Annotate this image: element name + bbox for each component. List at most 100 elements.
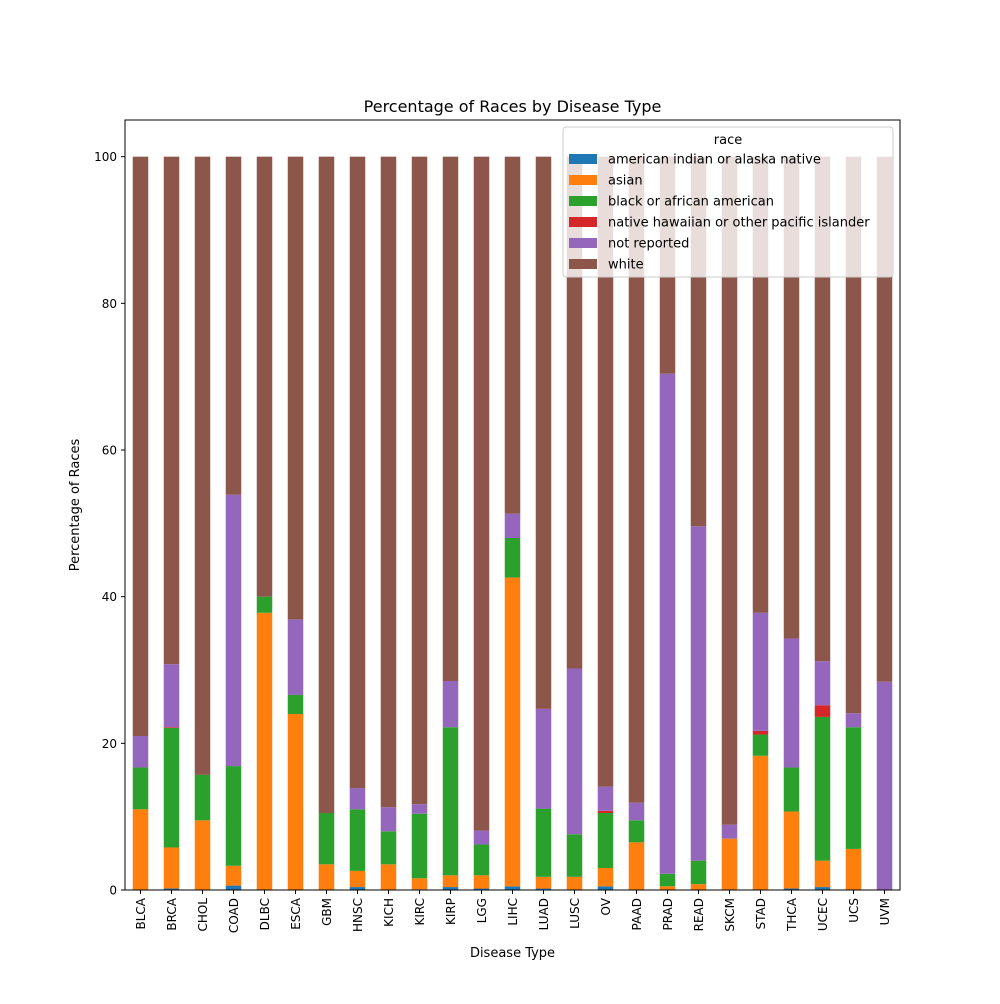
bar-kirp-american-indian-or-alaska-native [442, 887, 459, 890]
bar-read-not-reported [690, 526, 707, 861]
x-tick-label-uvm: UVM [878, 898, 892, 925]
y-tick-label-80: 80 [102, 297, 117, 311]
bar-thca-not-reported [783, 638, 800, 768]
bar-kirc-not-reported [411, 804, 428, 814]
bar-chol-white [194, 156, 211, 775]
bar-paad-asian [628, 842, 645, 890]
bar-lihc-black-or-african-american [504, 538, 521, 578]
bar-dlbc-white [256, 156, 273, 597]
x-tick-label-paad: PAAD [630, 898, 644, 930]
bar-ov-asian [597, 868, 614, 887]
bar-lihc-american-indian-or-alaska-native [504, 886, 521, 890]
bar-luad-american-indian-or-alaska-native [535, 888, 552, 890]
x-tick-label-brca: BRCA [165, 897, 179, 930]
bar-stad-native-hawaiian-or-other-pacific-islander [752, 730, 769, 735]
bar-gbm-white [318, 156, 335, 813]
bar-paad-not-reported [628, 802, 645, 821]
x-tick-label-kirc: KIRC [413, 898, 427, 926]
bar-coad-not-reported [225, 494, 242, 767]
legend: race american indian or alaska native asi… [562, 126, 894, 278]
bar-ucs-not-reported [845, 713, 862, 728]
x-tick-label-prad: PRAD [661, 898, 675, 931]
y-tick-label-0: 0 [109, 884, 117, 898]
x-tick-label-gbm: GBM [320, 898, 334, 926]
chart-title: Percentage of Races by Disease Type [364, 97, 662, 116]
legend-swatch-not-reported [569, 238, 597, 248]
x-tick-label-hnsc: HNSC [351, 898, 365, 932]
x-tick-label-blca: BLCA [134, 897, 148, 929]
bar-lgg-asian [473, 875, 490, 889]
x-tick-label-lusc: LUSC [568, 898, 582, 929]
legend-label-white: white [608, 258, 644, 273]
bar-esca-asian [287, 714, 304, 890]
bar-stad-black-or-african-american [752, 734, 769, 756]
x-tick-label-thca: THCA [785, 897, 799, 932]
x-tick-label-ucec: UCEC [816, 898, 830, 931]
x-tick-label-stad: STAD [754, 898, 768, 929]
bar-ucec-white [814, 156, 831, 662]
bar-ucs-white [845, 156, 862, 714]
bar-read-asian [690, 884, 707, 890]
bar-chol-asian [194, 820, 211, 890]
bar-ucec-black-or-african-american [814, 716, 831, 861]
bar-lihc-asian [504, 577, 521, 887]
x-tick-label-skcm: SKCM [723, 898, 737, 932]
bar-thca-american-indian-or-alaska-native [783, 888, 800, 890]
legend-swatch-native-hawaiian-or-other-pacific-islander [569, 217, 597, 227]
bar-kirc-asian [411, 878, 428, 890]
bar-paad-white [628, 156, 645, 803]
x-axis-label: Disease Type [470, 946, 555, 961]
x-axis-ticks: BLCA BRCA CHOL COAD DLBC ESCA GBM HNSC KICH KIRC K… [134, 890, 892, 933]
x-tick-label-coad: COAD [227, 898, 241, 933]
y-tick-label-100: 100 [94, 150, 117, 164]
bar-blca-not-reported [132, 736, 149, 768]
bar-chol-black-or-african-american [194, 774, 211, 821]
bar-lihc-not-reported [504, 513, 521, 538]
bar-stad-not-reported [752, 612, 769, 731]
bar-thca-asian [783, 811, 800, 889]
bar-esca-white [287, 156, 304, 620]
bar-kirp-not-reported [442, 681, 459, 728]
bar-blca-asian [132, 809, 149, 890]
x-tick-label-kich: KICH [382, 898, 396, 927]
bar-uvm-white [876, 156, 893, 682]
bar-dlbc-asian [256, 612, 273, 890]
bar-brca-white [163, 156, 180, 665]
y-axis-ticks: 0 20 40 60 80 100 [94, 150, 125, 898]
bar-ucs-asian [845, 848, 862, 890]
bar-kirc-black-or-african-american [411, 813, 428, 879]
bar-lgg-white [473, 156, 490, 831]
legend-swatch-american-indian-or-alaska-native [569, 154, 597, 164]
bar-lgg-american-indian-or-alaska-native [473, 888, 490, 890]
bar-kirp-white [442, 156, 459, 681]
bar-ucec-native-hawaiian-or-other-pacific-islander [814, 705, 831, 717]
legend-label-not-reported: not reported [608, 237, 689, 252]
bar-brca-black-or-african-american [163, 727, 180, 848]
legend-label-native-hawaiian-or-other-pacific-islander: native hawaiian or other pacific islande… [608, 216, 870, 231]
bar-lgg-not-reported [473, 830, 490, 845]
bar-thca-black-or-african-american [783, 767, 800, 812]
bar-lusc-not-reported [566, 668, 583, 835]
legend-swatch-black-or-african-american [569, 196, 597, 206]
bar-ucec-american-indian-or-alaska-native [814, 887, 831, 890]
x-tick-label-dlbc: DLBC [258, 898, 272, 930]
x-tick-label-read: READ [692, 898, 706, 931]
bar-ov-black-or-african-american [597, 813, 614, 868]
bar-ucec-not-reported [814, 661, 831, 706]
bar-lusc-black-or-african-american [566, 834, 583, 877]
bar-kirc-white [411, 156, 428, 805]
bar-lgg-black-or-african-american [473, 844, 490, 876]
legend-label-asian: asian [608, 174, 643, 189]
bar-read-black-or-african-american [690, 860, 707, 885]
bar-prad-black-or-african-american [659, 873, 676, 887]
legend-title: race [714, 133, 742, 148]
bar-gbm-black-or-african-american [318, 813, 335, 865]
bar-hnsc-black-or-african-american [349, 809, 366, 871]
x-tick-label-lgg: LGG [475, 898, 489, 923]
bar-ucs-black-or-african-american [845, 727, 862, 849]
bar-coad-american-indian-or-alaska-native [225, 885, 242, 890]
bar-uvm-not-reported [876, 681, 893, 890]
bar-esca-not-reported [287, 619, 304, 695]
bar-coad-asian [225, 865, 242, 886]
